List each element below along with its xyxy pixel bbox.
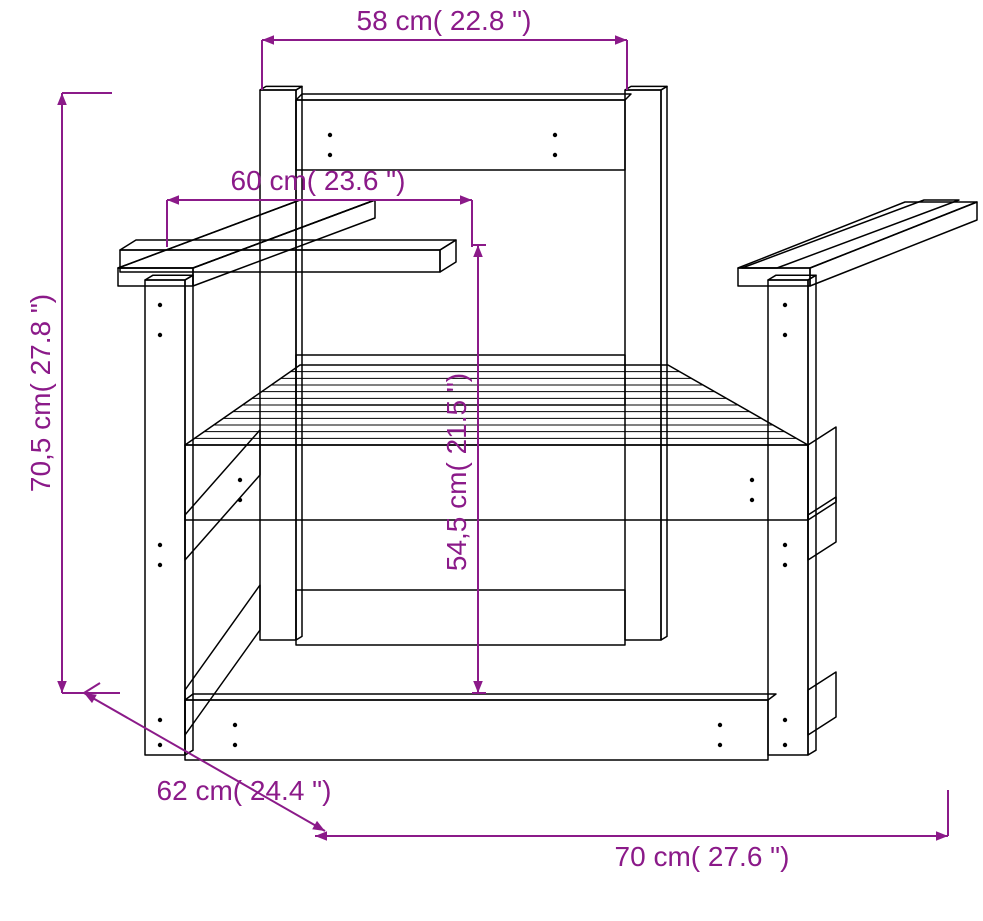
svg-text:70,5 cm( 27.8 "): 70,5 cm( 27.8 ") — [25, 294, 56, 492]
svg-text:70 cm( 27.6 "): 70 cm( 27.6 ") — [615, 841, 790, 872]
svg-text:62 cm( 24.4 "): 62 cm( 24.4 ") — [157, 775, 332, 806]
svg-text:58 cm( 22.8 "): 58 cm( 22.8 ") — [357, 5, 532, 36]
svg-text:60 cm( 23.6 "): 60 cm( 23.6 ") — [231, 165, 406, 196]
svg-text:54,5 cm( 21.5 "): 54,5 cm( 21.5 ") — [441, 373, 472, 571]
